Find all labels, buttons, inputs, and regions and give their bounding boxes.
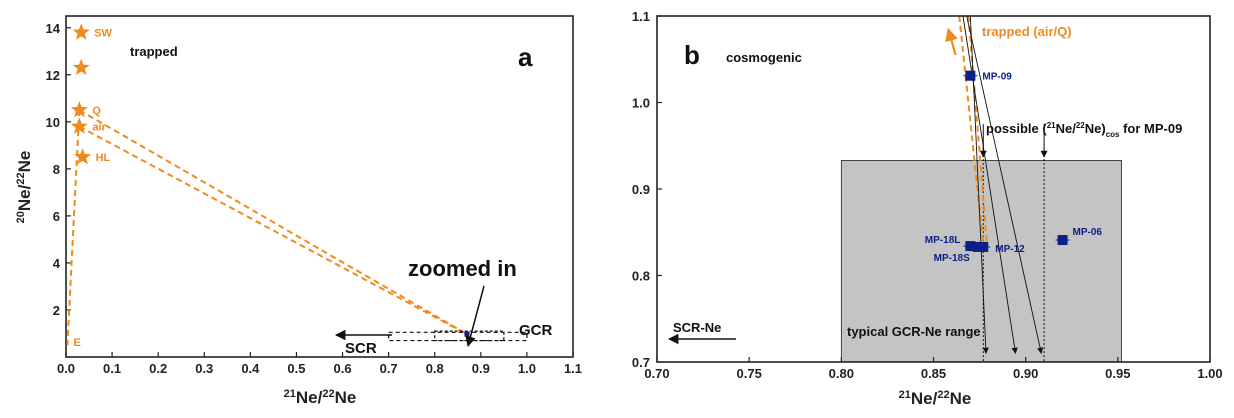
x-tick-label: 0.3 (195, 361, 213, 376)
panel-b-x-ticks: 0.70 0.75 0.80 0.85 0.90 0.95 1.00 (644, 357, 1223, 381)
panel-a-y-ticks: 2 4 6 8 10 12 14 (46, 21, 71, 318)
zoom-box (434, 330, 505, 342)
x-tick-label: 1.0 (518, 361, 536, 376)
panel-a-x-ticks: 0.0 0.1 0.2 0.3 0.4 0.5 0.6 0.7 0.8 0.9 1.0 1.1 (57, 352, 582, 376)
x-tick-label: 0.8 (426, 361, 444, 376)
panel-b-xlabel: 21Ne/22Ne (899, 389, 972, 408)
sample-marker (965, 241, 976, 252)
panel-a-frame (65, 15, 574, 358)
y-tick-label: 0.8 (632, 269, 650, 284)
point-label: Q (92, 105, 101, 117)
mixing-line-e (66, 110, 81, 346)
scr-ne-annotation: SCR-Ne (673, 320, 721, 335)
star-marker (72, 23, 90, 40)
sample-label: MP-06 (1073, 227, 1103, 238)
y-tick-label: 0.7 (632, 355, 650, 370)
y-tick-label: 14 (46, 21, 61, 36)
gcr-range-annotation: typical GCR-Ne range (847, 324, 981, 339)
trapped-air-q-annotation: trapped (air/Q) (982, 24, 1072, 39)
sample-label: MP-18S (934, 253, 970, 264)
trapped-mixing-line (967, 15, 988, 245)
x-tick-label: 1.1 (564, 361, 582, 376)
y-tick-label: 2 (53, 303, 60, 318)
trapped-annotation: trapped (130, 44, 178, 59)
sample-point (464, 331, 470, 337)
x-tick-label: 0.90 (1013, 366, 1038, 381)
sample-marker (965, 70, 976, 81)
sample-marker (1057, 235, 1068, 246)
star-marker (70, 101, 88, 118)
cosmogenic-line (966, 15, 1044, 354)
trapped-arrow (945, 27, 958, 56)
sample-marker (978, 241, 989, 252)
panel-a-label: a (518, 42, 533, 72)
y-tick-label: 1.0 (632, 96, 650, 111)
x-tick-label: 0.95 (1105, 366, 1130, 381)
mixing-line (78, 125, 468, 336)
zoomed-in-annotation: zoomed in (408, 256, 517, 281)
panel-a-xlabel: 21Ne/22Ne (284, 388, 357, 407)
x-tick-label: 0.9 (472, 361, 490, 376)
gcr-box (388, 331, 528, 342)
zoomed-in-arrow (465, 285, 485, 348)
panel-b-label: b (684, 40, 700, 70)
x-tick-label: 0.1 (103, 361, 121, 376)
y-tick-label: 12 (46, 68, 60, 83)
point-label-e: E (73, 337, 80, 349)
star-marker (70, 117, 88, 134)
cosmogenic-annotation: cosmogenic (726, 50, 802, 65)
y-tick-label: 4 (53, 256, 61, 271)
scr-annotation: SCR (345, 340, 377, 357)
panel-b-samples: MP-09 MP-18L MP-18S MP-12 MP-06 (925, 70, 1103, 264)
mixing-line (78, 109, 468, 336)
x-tick-label: 0.85 (921, 366, 946, 381)
point-label: air (92, 122, 106, 134)
x-tick-label: 0.4 (241, 361, 260, 376)
possible-cos-annotation: possible (21Ne/22Ne)cos for MP-09 (986, 121, 1182, 139)
x-tick-label: 0.80 (829, 366, 854, 381)
y-tick-label: 6 (53, 209, 60, 224)
point-label: SW (94, 27, 112, 39)
x-tick-label: 1.00 (1197, 366, 1222, 381)
y-tick-label: 0.9 (632, 182, 650, 197)
panel-b-possible-lines (979, 124, 1048, 362)
star-marker (74, 148, 92, 165)
x-tick-label: 0.5 (287, 361, 305, 376)
x-tick-label: 0.2 (149, 361, 167, 376)
x-tick-label: 0.70 (644, 366, 669, 381)
y-tick-label: 1.1 (632, 9, 650, 24)
sample-label: MP-18L (925, 235, 961, 246)
x-tick-label: 0.0 (57, 361, 75, 376)
gcr-annotation: GCR (519, 322, 553, 339)
x-tick-label: 0.75 (737, 366, 762, 381)
x-tick-label: 0.6 (334, 361, 352, 376)
star-marker (72, 58, 90, 75)
sample-label: MP-09 (982, 72, 1012, 83)
y-tick-label: 8 (53, 162, 60, 177)
panel-b-y-ticks: 0.7 0.8 0.9 1.0 1.1 (632, 9, 662, 370)
panel-a-ylabel: 20Ne/22Ne (15, 151, 34, 224)
panel-a-mixing-lines (66, 109, 528, 346)
y-tick-label: 10 (46, 115, 60, 130)
x-tick-label: 0.7 (380, 361, 398, 376)
point-label: HL (96, 152, 111, 164)
sample-label: MP-12 (995, 244, 1025, 255)
